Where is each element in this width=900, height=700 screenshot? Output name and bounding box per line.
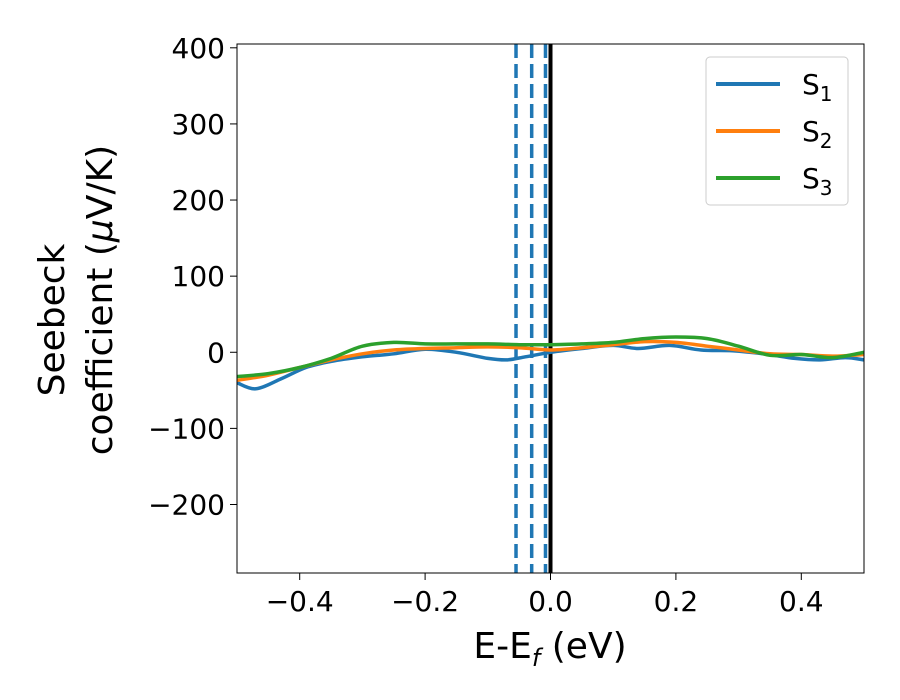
- series-line-s3: [237, 335, 864, 379]
- y-axis-label-suffix: V/K): [80, 145, 121, 219]
- legend-label-s3: S3: [802, 162, 833, 200]
- x-axis-label-main: E-E: [473, 626, 531, 667]
- y-tick-label: −100: [148, 412, 225, 445]
- y-axis-label: Seebeck coefficient (μV/K): [32, 145, 121, 455]
- x-tick-label: 0.0: [528, 585, 573, 618]
- legend-label-s2: S2: [802, 115, 833, 153]
- x-axis-label-unit: (eV): [540, 626, 626, 667]
- legend-label-subscript: 3: [820, 176, 833, 200]
- y-axis-label-mu: μ: [80, 219, 121, 243]
- x-tick-label: 0.2: [654, 585, 699, 618]
- x-tick-label: 0.4: [779, 585, 824, 618]
- x-axis-ticks: −0.4 −0.2 0.0 0.2 0.4: [266, 573, 824, 618]
- y-axis-label-prefix: coefficient (: [80, 242, 121, 455]
- y-axis-label-line2: coefficient (μV/K): [80, 145, 121, 455]
- legend-label-name: S: [802, 115, 820, 148]
- y-tick-label: 400: [172, 32, 225, 65]
- x-tick-label: −0.4: [266, 585, 334, 618]
- x-axis-label: E-Ef (eV): [473, 626, 626, 672]
- series-lines: [237, 335, 864, 391]
- legend-label-s1: S1: [802, 68, 833, 106]
- y-axis-label-line1: Seebeck: [32, 243, 73, 396]
- y-tick-label: 0: [207, 336, 225, 369]
- legend-label-name: S: [802, 162, 820, 195]
- y-tick-label: 200: [172, 184, 225, 217]
- y-tick-label: 300: [172, 108, 225, 141]
- y-tick-label: −200: [148, 488, 225, 521]
- y-axis-ticks: 400 300 200 100 0 −100 −200: [148, 32, 237, 521]
- legend-label-subscript: 2: [820, 129, 833, 153]
- y-tick-label: 100: [172, 260, 225, 293]
- legend-label-name: S: [802, 68, 820, 101]
- x-tick-label: −0.2: [391, 585, 459, 618]
- reference-lines: [514, 44, 553, 573]
- legend-label-subscript: 1: [820, 82, 833, 106]
